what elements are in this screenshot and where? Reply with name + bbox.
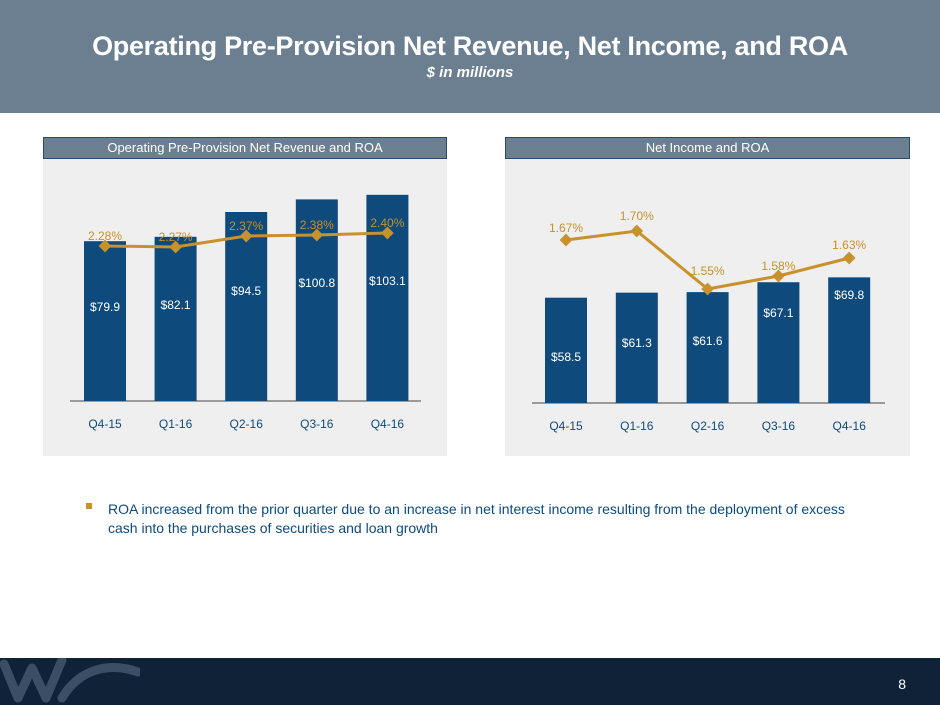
bar-value-label: $100.8 [298,276,335,290]
wa-logo-icon [0,658,140,703]
roa-value-label: 1.58% [761,259,795,273]
x-tick-label: Q4-16 [371,417,405,431]
roa-line [565,229,850,291]
x-tick-label: Q4-16 [833,419,867,433]
roa-point [842,251,856,265]
bar-q2-16 [225,212,268,401]
roa-point [239,229,253,243]
bar-value-label: $82.1 [161,298,191,312]
x-tick-label: Q4-15 [88,417,122,431]
x-tick-label: Q2-16 [691,419,725,433]
bar-q4-16 [828,277,871,403]
bar-value-label: $61.6 [693,334,723,348]
bullet-text: ROA increased from the prior quarter due… [108,501,845,536]
bar-value-label: $69.8 [834,288,864,302]
net-income-chart: $58.5 Q4-15 $61.3 Q1-16 $61.6 Q2-16 $67.1 Q3-16… [532,209,885,433]
roa-value-label: 2.38% [300,218,334,232]
x-tick-label: Q1-16 [620,419,654,433]
bar-q2-16 [686,292,729,403]
roa-value-label: 1.70% [620,209,654,223]
roa-value-label: 1.63% [832,238,866,252]
roa-point [310,228,324,242]
bar-value-label: $58.5 [551,350,581,364]
ppnr-chart-title: Operating Pre-Provision Net Revenue and … [43,137,447,159]
net-income-chart-panel: Net Income and ROA $58.5 Q4-15 $61.3 Q1-16 $… [505,137,910,456]
slide-footer: 8 [0,658,940,705]
x-tick-label: Q1-16 [159,417,193,431]
bar-value-label: $103.1 [369,274,406,288]
bullet-marker [86,503,92,509]
bar-q1-16 [154,236,197,401]
roa-value-label: 2.37% [229,219,263,233]
roa-value-label: 2.40% [370,216,404,230]
bar-value-label: $67.1 [763,306,793,320]
bar-value-label: $79.9 [90,300,120,314]
bar-q1-16 [615,292,658,403]
bar-q3-16 [757,282,800,403]
net-income-chart-title: Net Income and ROA [505,137,910,159]
roa-point [98,239,112,253]
bar-q4-15 [84,241,126,401]
slide-header: Operating Pre-Provision Net Revenue, Net… [0,0,940,113]
roa-point [169,240,182,254]
roa-value-label: 1.55% [691,264,725,278]
bar-value-label: $61.3 [622,336,652,350]
slide-subtitle: $ in millions [426,64,514,81]
x-tick-label: Q2-16 [230,417,264,431]
x-tick-label: Q3-16 [762,419,796,433]
x-tick-label: Q3-16 [300,417,334,431]
roa-value-label: 2.28% [88,229,122,243]
ppnr-chart-panel: Operating Pre-Provision Net Revenue and … [43,137,447,456]
roa-point [381,226,394,240]
bar-q4-15 [545,297,587,403]
roa-point [701,282,714,296]
roa-point [559,233,573,247]
x-tick-label: Q4-15 [549,419,583,433]
slide-title: Operating Pre-Provision Net Revenue, Net… [92,31,848,61]
roa-point [772,269,785,283]
bar-value-label: $94.5 [231,284,261,298]
ppnr-chart: $79.9 Q4-15 $82.1 Q1-16 $94.5 Q2-16 $100.8 Q3-1… [70,194,421,431]
roa-value-label: 1.67% [549,221,583,235]
page-number: 8 [898,676,906,692]
roa-value-label: 2.27% [159,230,193,244]
